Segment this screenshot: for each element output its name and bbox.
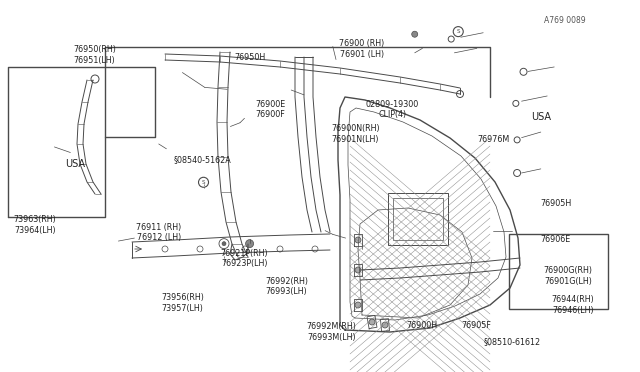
Circle shape (382, 322, 388, 328)
Text: §08540-5162A: §08540-5162A (173, 155, 231, 164)
Text: 76900G(RH)
76901G(LH): 76900G(RH) 76901G(LH) (544, 266, 593, 286)
Text: 76900 (RH)
76901 (LH): 76900 (RH) 76901 (LH) (339, 39, 384, 59)
Text: 76992(RH)
76993(LH): 76992(RH) 76993(LH) (265, 277, 308, 296)
Text: 76900H: 76900H (407, 321, 438, 330)
Text: 76905F: 76905F (462, 321, 492, 330)
Text: USA: USA (531, 112, 551, 122)
Text: 76921P(RH)
76923P(LH): 76921P(RH) 76923P(LH) (221, 249, 268, 268)
Text: S: S (202, 180, 205, 185)
Text: 76905H: 76905H (540, 199, 571, 208)
Text: 76944(RH)
76946(LH): 76944(RH) 76946(LH) (552, 295, 594, 315)
Text: §08510-61612: §08510-61612 (483, 337, 540, 346)
Circle shape (222, 242, 226, 246)
Text: USA: USA (65, 159, 86, 169)
Text: S: S (456, 29, 460, 34)
Circle shape (355, 302, 361, 308)
Text: 76911 (RH)
76912 (LH): 76911 (RH) 76912 (LH) (136, 223, 181, 242)
Text: 73963(RH)
73964(LH): 73963(RH) 73964(LH) (14, 215, 56, 235)
Circle shape (355, 267, 361, 273)
Text: 76950(RH)
76951(LH): 76950(RH) 76951(LH) (74, 45, 116, 65)
Text: 76900N(RH)
76901N(LH): 76900N(RH) 76901N(LH) (331, 124, 380, 144)
Bar (393, 198, 443, 240)
Text: 76906E: 76906E (540, 235, 571, 244)
Bar (509, 234, 608, 309)
Text: 76900E
76900F: 76900E 76900F (255, 100, 285, 119)
Text: 76976M: 76976M (477, 135, 509, 144)
Circle shape (412, 31, 418, 37)
Circle shape (246, 240, 253, 248)
Text: 02809-19300
CLIP(4): 02809-19300 CLIP(4) (365, 100, 419, 119)
Circle shape (355, 237, 361, 243)
Circle shape (369, 319, 375, 325)
Text: 73956(RH)
73957(LH): 73956(RH) 73957(LH) (161, 294, 204, 313)
Text: 76992M(RH)
76993M(LH): 76992M(RH) 76993M(LH) (307, 322, 356, 341)
Text: 76950H: 76950H (234, 53, 265, 62)
Bar (388, 193, 448, 245)
Text: A769 0089: A769 0089 (543, 16, 586, 25)
